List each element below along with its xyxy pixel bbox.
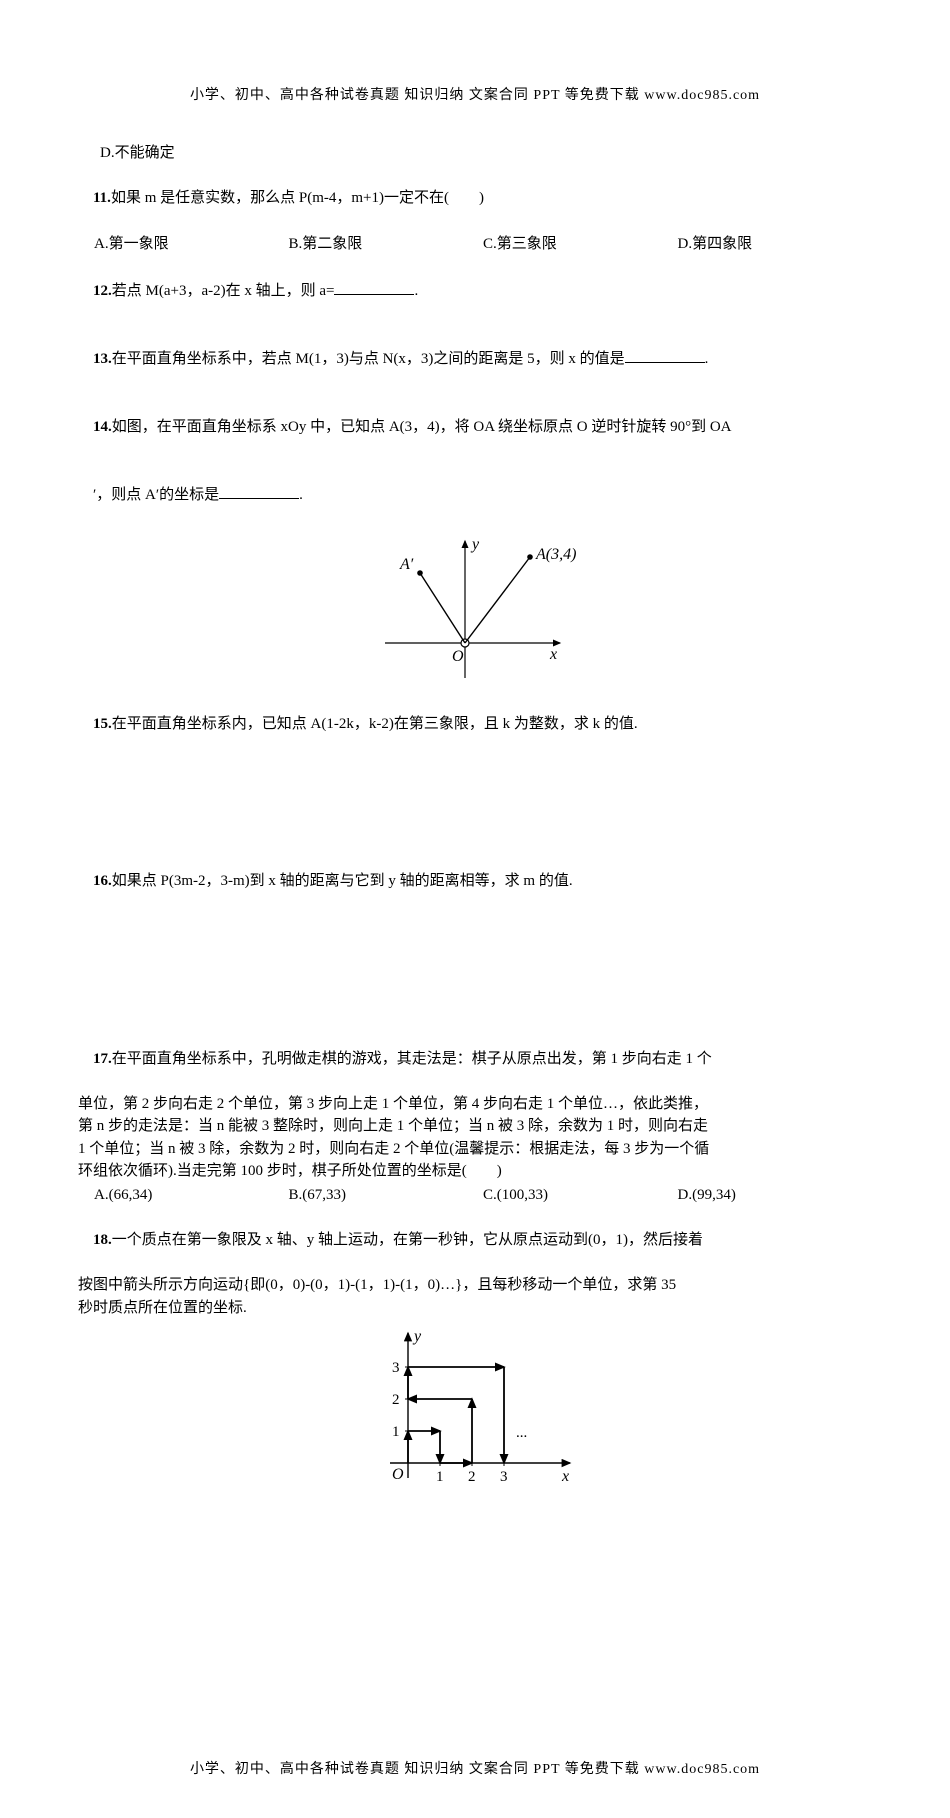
q12-stem-a: 若点 M(a+3，a-2)在 x 轴上，则 a=: [112, 283, 335, 299]
q12: 12.若点 M(a+3，a-2)在 x 轴上，则 a=.: [78, 256, 872, 325]
q14-blank: [219, 483, 299, 499]
q11-stem: 如果 m 是任意实数，那么点 P(m-4，m+1)一定不在( ): [111, 190, 484, 206]
q18-l2: 按图中箭头所示方向运动{即(0，0)-(0，1)-(1，1)-(1，0)…}，且…: [78, 1274, 872, 1297]
footer-text: 小学、初中、高中各种试卷真题 知识归纳 文案合同 PPT 等免费下载 www.d…: [190, 1762, 760, 1777]
q18-l3: 秒时质点所在位置的坐标.: [78, 1297, 872, 1320]
q14-stem-b: ′，则点 A′的坐标是: [93, 487, 219, 503]
q17-line0: 在平面直角坐标系中，孔明做走棋的游戏，其走法是：棋子从原点出发，第 1 步向右走…: [112, 1051, 712, 1067]
q10-option-d: D.不能确定: [100, 142, 872, 165]
q17-l1: 17.在平面直角坐标系中，孔明做走棋的游戏，其走法是：棋子从原点出发，第 1 步…: [78, 1025, 872, 1093]
svg-text:2: 2: [468, 1469, 476, 1485]
svg-text:y: y: [412, 1328, 422, 1345]
q14-num: 14.: [93, 419, 112, 435]
q17-opt-b: B.(67,33): [289, 1183, 484, 1207]
q17-opt-d: D.(99,34): [678, 1183, 873, 1207]
q14-line2: ′，则点 A′的坐标是.: [78, 461, 872, 530]
q18-line0: 一个质点在第一象限及 x 轴、y 轴上运动，在第一秒钟，它从原点运动到(0，1)…: [112, 1232, 703, 1248]
q13-blank: [625, 347, 705, 363]
svg-text:O: O: [392, 1466, 404, 1483]
fig14-ap-label: A′: [399, 556, 414, 573]
q13-num: 13.: [93, 351, 112, 367]
figure-18: 1 2 3 1 2 3 O x y: [78, 1323, 872, 1498]
q16: 16.如果点 P(3m-2，3-m)到 x 轴的距离与它到 y 轴的距离相等，求…: [78, 848, 872, 916]
q15-num: 15.: [93, 716, 112, 732]
q12-num: 12.: [93, 283, 112, 299]
page-footer: 小学、初中、高中各种试卷真题 知识归纳 文案合同 PPT 等免费下载 www.d…: [78, 1758, 872, 1778]
svg-text:...: ...: [516, 1425, 527, 1441]
q11-num: 11.: [93, 190, 111, 206]
q11-opt-d: D.第四象限: [678, 232, 873, 256]
header-text: 小学、初中、高中各种试卷真题 知识归纳 文案合同 PPT 等免费下载 www.d…: [190, 88, 760, 103]
q12-blank: [334, 279, 414, 295]
q14-stem-c: .: [299, 487, 303, 503]
q14-stem-a: 如图，在平面直角坐标系 xOy 中，已知点 A(3，4)，将 OA 绕坐标原点 …: [112, 419, 732, 435]
page-header: 小学、初中、高中各种试卷真题 知识归纳 文案合同 PPT 等免费下载 www.d…: [78, 84, 872, 104]
q17-l5: 环组依次循环).当走完第 100 步时，棋子所处位置的坐标是( ): [78, 1160, 872, 1183]
q17-l4: 1 个单位；当 n 被 3 除，余数为 2 时，则向右走 2 个单位(温馨提示：…: [78, 1138, 872, 1161]
q17-opt-c: C.(100,33): [483, 1183, 678, 1207]
gap-after-q16: [78, 915, 872, 1025]
q11-options: A.第一象限 B.第二象限 C.第三象限 D.第四象限: [94, 232, 872, 256]
q12-stem-b: .: [414, 283, 418, 299]
q11-opt-b: B.第二象限: [289, 232, 484, 256]
q17-l2: 单位，第 2 步向右走 2 个单位，第 3 步向上走 1 个单位，第 4 步向右…: [78, 1093, 872, 1116]
q14-line1: 14.如图，在平面直角坐标系 xOy 中，已知点 A(3，4)，将 OA 绕坐标…: [78, 393, 872, 461]
fig14-x-label: x: [549, 646, 557, 663]
fig14-a-label: A(3,4): [535, 546, 576, 563]
q11-opt-a: A.第一象限: [94, 232, 289, 256]
q11-opt-c: C.第三象限: [483, 232, 678, 256]
svg-text:3: 3: [392, 1360, 400, 1376]
q17-options: A.(66,34) B.(67,33) C.(100,33) D.(99,34): [94, 1183, 872, 1207]
page: 小学、初中、高中各种试卷真题 知识归纳 文案合同 PPT 等免费下载 www.d…: [0, 0, 950, 1818]
svg-text:1: 1: [436, 1469, 444, 1485]
q15: 15.在平面直角坐标系内，已知点 A(1-2k，k-2)在第三象限，且 k 为整…: [78, 690, 872, 758]
q16-stem: 如果点 P(3m-2，3-m)到 x 轴的距离与它到 y 轴的距离相等，求 m …: [112, 873, 573, 889]
svg-text:3: 3: [500, 1469, 508, 1485]
q11: 11.如果 m 是任意实数，那么点 P(m-4，m+1)一定不在( ): [78, 165, 872, 233]
svg-text:2: 2: [392, 1392, 400, 1408]
svg-text:x: x: [561, 1468, 569, 1485]
q17-l3: 第 n 步的走法是：当 n 能被 3 整除时，则向上走 1 个单位；当 n 被 …: [78, 1115, 872, 1138]
q16-num: 16.: [93, 873, 112, 889]
q18-l1: 18.一个质点在第一象限及 x 轴、y 轴上运动，在第一秒钟，它从原点运动到(0…: [78, 1207, 872, 1275]
q17-num: 17.: [93, 1051, 112, 1067]
q13: 13.在平面直角坐标系中，若点 M(1，3)与点 N(x，3)之间的距离是 5，…: [78, 325, 872, 394]
q17-opt-a: A.(66,34): [94, 1183, 289, 1207]
svg-text:1: 1: [392, 1424, 400, 1440]
figure-14: y x O A(3,4) A′: [78, 533, 872, 688]
q18-num: 18.: [93, 1232, 112, 1248]
q13-stem-a: 在平面直角坐标系中，若点 M(1，3)与点 N(x，3)之间的距离是 5，则 x…: [112, 351, 625, 367]
figure-14-svg: y x O A(3,4) A′: [360, 533, 590, 683]
fig14-y-label: y: [470, 536, 480, 553]
figure-18-svg: 1 2 3 1 2 3 O x y: [370, 1323, 580, 1493]
q15-stem: 在平面直角坐标系内，已知点 A(1-2k，k-2)在第三象限，且 k 为整数，求…: [112, 716, 638, 732]
q13-stem-b: .: [705, 351, 709, 367]
fig14-o-label: O: [452, 648, 464, 665]
gap-after-q15: [78, 758, 872, 848]
